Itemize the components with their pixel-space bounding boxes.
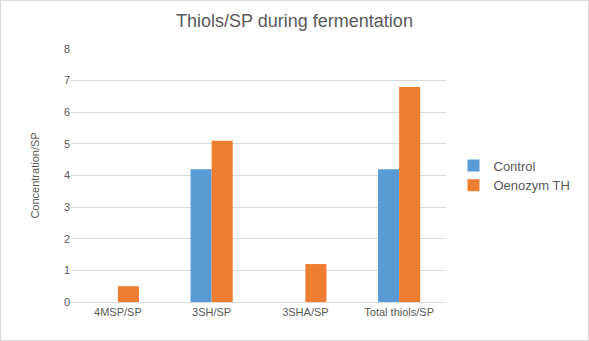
- svg-text:4MSP/SP: 4MSP/SP: [94, 306, 142, 318]
- svg-text:3SH/SP: 3SH/SP: [192, 306, 231, 318]
- svg-text:Control: Control: [494, 159, 536, 174]
- svg-text:6: 6: [64, 106, 70, 118]
- svg-text:8: 8: [64, 43, 70, 55]
- svg-text:2: 2: [64, 233, 70, 245]
- svg-text:3SHA/SP: 3SHA/SP: [282, 306, 328, 318]
- svg-text:Total thiols/SP: Total thiols/SP: [364, 306, 434, 318]
- svg-text:5: 5: [64, 138, 70, 150]
- svg-text:3: 3: [64, 201, 70, 213]
- svg-text:0: 0: [64, 296, 70, 308]
- svg-text:1: 1: [64, 264, 70, 276]
- svg-text:7: 7: [64, 74, 70, 86]
- svg-text:Oenozym TH: Oenozym TH: [494, 178, 570, 193]
- svg-text:Concentration/SP: Concentration/SP: [29, 132, 41, 218]
- svg-text:Thiols/SP during fermentation: Thiols/SP during fermentation: [176, 11, 413, 31]
- svg-text:4: 4: [64, 169, 70, 181]
